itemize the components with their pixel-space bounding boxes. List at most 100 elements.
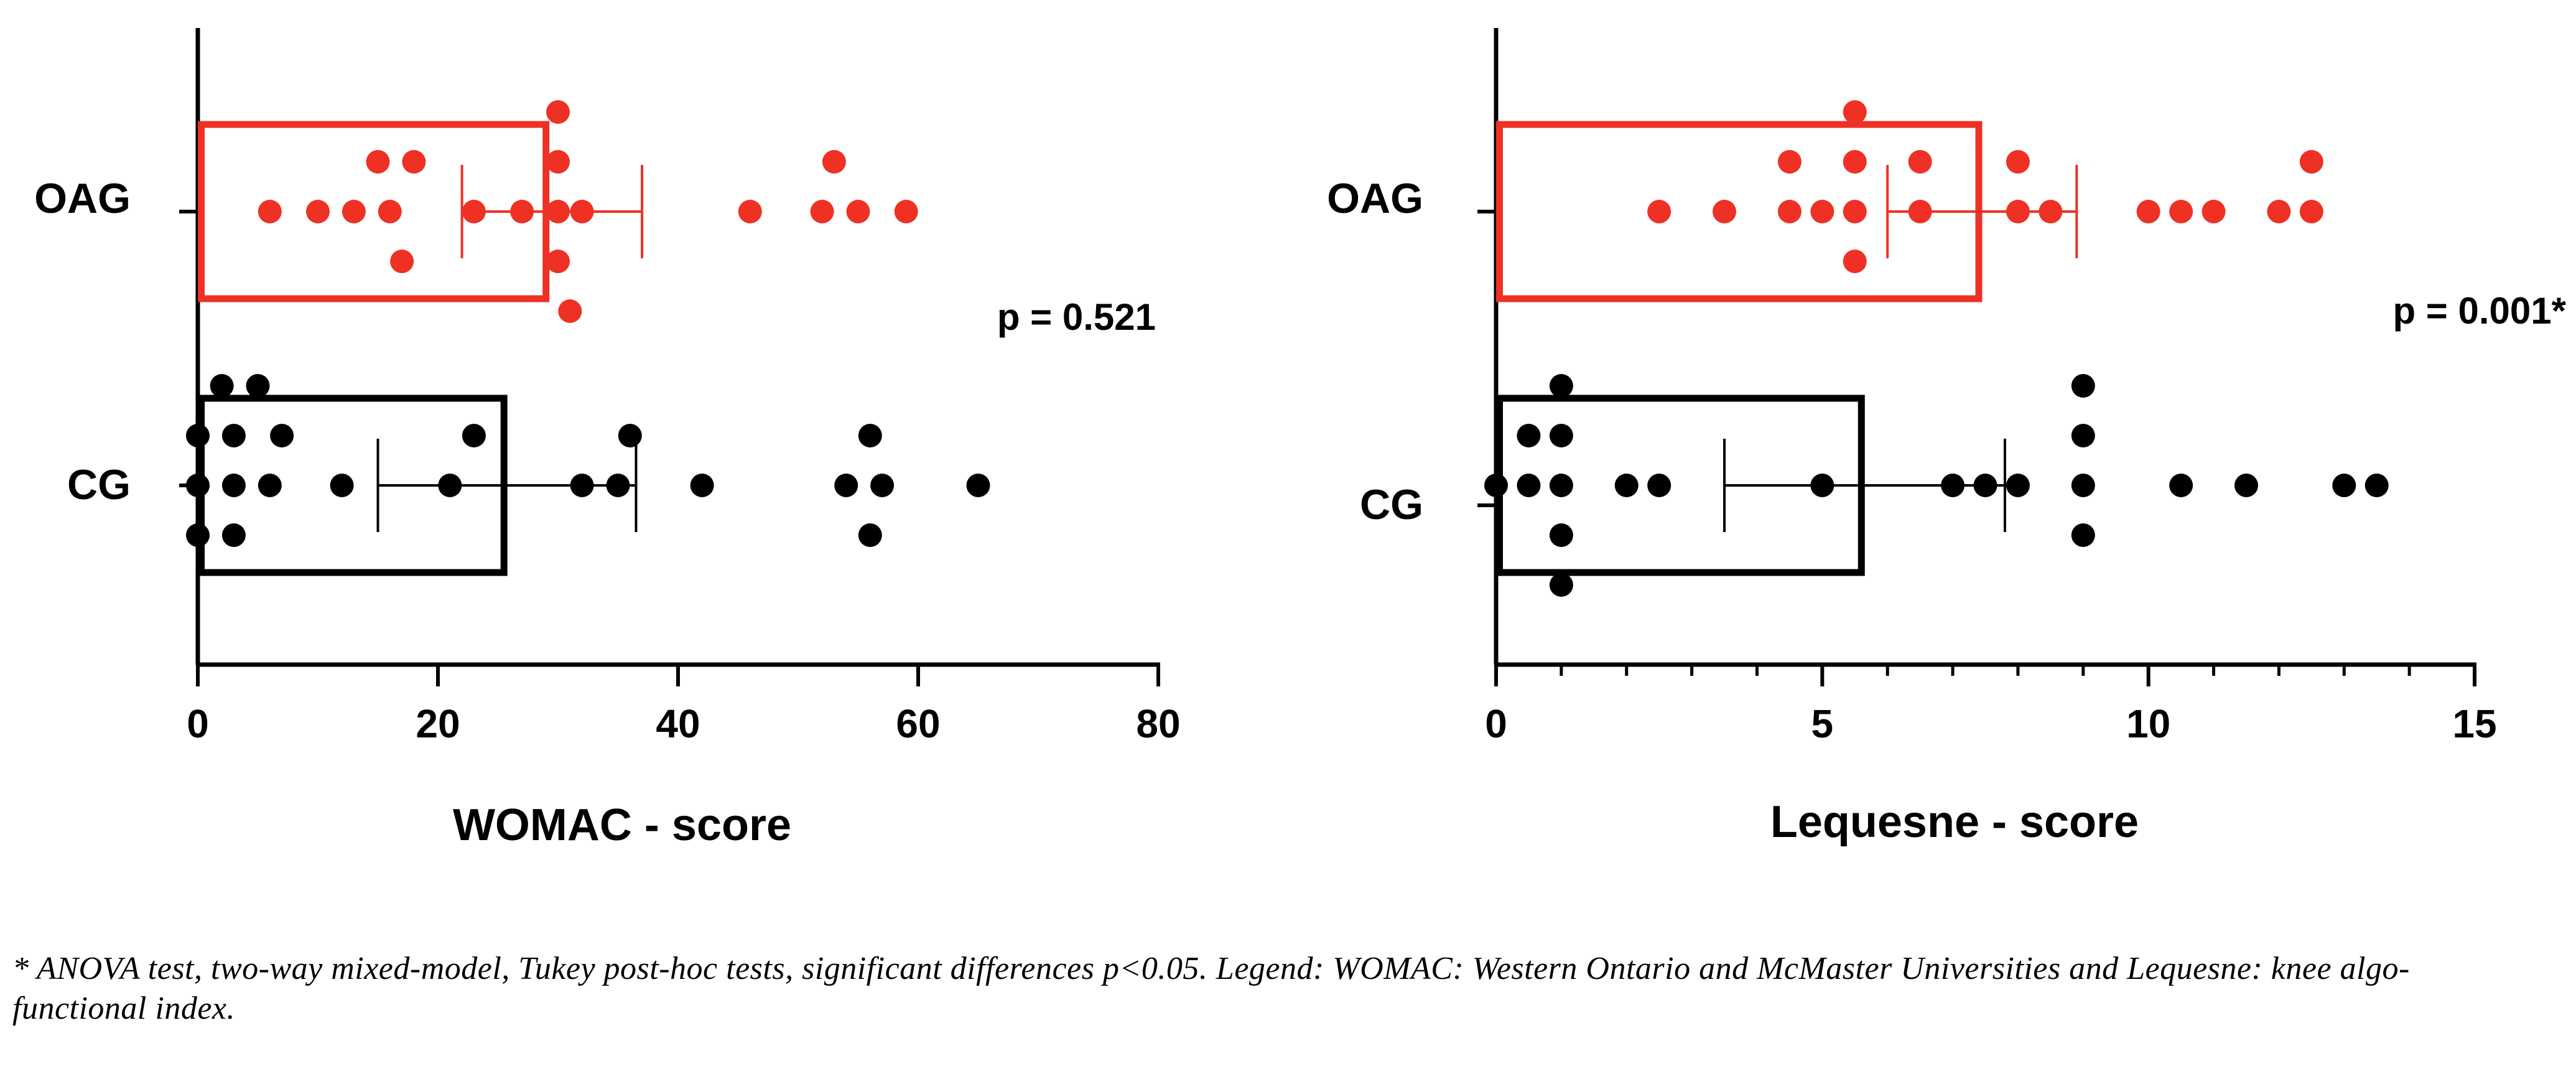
data-point xyxy=(1549,573,1573,597)
data-point xyxy=(546,200,570,223)
data-point xyxy=(221,523,246,547)
data-point xyxy=(690,474,714,497)
data-point xyxy=(1517,474,1541,497)
data-point xyxy=(1843,200,1867,223)
data-point xyxy=(1777,150,1802,174)
category-label: CG xyxy=(67,461,131,508)
data-point xyxy=(2006,150,2030,174)
data-point xyxy=(390,250,414,273)
data-point xyxy=(1517,424,1541,447)
category-label: OAG xyxy=(1327,175,1423,222)
data-point xyxy=(546,100,570,124)
data-point xyxy=(1647,474,1672,497)
data-point xyxy=(2071,424,2095,447)
series-OAG: OAG xyxy=(34,100,918,323)
data-point xyxy=(186,523,210,547)
data-point xyxy=(618,424,642,447)
x-tick-label: 60 xyxy=(896,701,940,746)
data-point xyxy=(858,523,882,547)
data-point xyxy=(846,200,870,223)
data-point xyxy=(1843,100,1867,124)
data-point xyxy=(834,474,858,497)
data-point xyxy=(2332,474,2356,497)
data-point xyxy=(221,424,246,447)
data-point xyxy=(1777,200,1802,223)
data-point xyxy=(1549,424,1573,447)
x-tick-label: 0 xyxy=(187,701,209,746)
data-point xyxy=(606,474,630,497)
series-CG: CG xyxy=(1360,374,2389,597)
data-point xyxy=(894,200,918,223)
data-point xyxy=(462,424,486,447)
data-point xyxy=(1973,474,1997,497)
data-point xyxy=(2169,474,2193,497)
data-point xyxy=(1549,474,1573,497)
data-point xyxy=(810,200,834,223)
chart-1: 0 5 10 15 Lequesne - score p = 0.001* OAG CG xyxy=(1327,28,2567,847)
x-tick-label: 5 xyxy=(1811,701,1834,746)
data-point xyxy=(186,474,210,497)
data-point xyxy=(546,250,570,273)
series-CG: CG xyxy=(67,374,990,576)
data-point xyxy=(1647,200,1672,223)
data-point xyxy=(1908,200,1932,223)
data-point xyxy=(2364,474,2389,497)
data-point xyxy=(2202,200,2226,223)
data-point xyxy=(462,200,486,223)
data-point xyxy=(1810,474,1834,497)
data-point xyxy=(1908,150,1932,174)
category-label: CG xyxy=(1360,481,1423,528)
data-point xyxy=(2299,150,2323,174)
data-point xyxy=(342,200,366,223)
data-point xyxy=(1941,474,1965,497)
data-point xyxy=(221,474,246,497)
data-point xyxy=(738,200,762,223)
data-point xyxy=(1484,474,1508,497)
data-point xyxy=(2234,474,2258,497)
data-point xyxy=(822,150,846,174)
data-point xyxy=(258,474,282,497)
data-point xyxy=(1549,374,1573,398)
data-point xyxy=(858,424,882,447)
category-label: OAG xyxy=(34,175,131,222)
x-tick-label: 20 xyxy=(416,701,460,746)
data-point xyxy=(366,150,390,174)
data-point xyxy=(2071,523,2095,547)
data-point xyxy=(1549,523,1573,547)
data-point xyxy=(438,474,462,497)
p-value-annotation: p = 0.521 xyxy=(997,296,1156,338)
data-point xyxy=(2039,200,2063,223)
data-point xyxy=(2006,474,2030,497)
data-point xyxy=(378,200,402,223)
data-point xyxy=(306,200,330,223)
data-point xyxy=(966,474,990,497)
data-point xyxy=(2267,200,2291,223)
data-point xyxy=(2299,200,2323,223)
data-point xyxy=(2006,200,2030,223)
data-point xyxy=(258,200,282,223)
chart-0: 0 20 40 60 80 WOMAC - score p = 0.521 OAG CG xyxy=(34,28,1181,850)
data-point xyxy=(2071,374,2095,398)
data-point xyxy=(510,200,534,223)
data-point xyxy=(1614,474,1639,497)
data-point xyxy=(270,424,294,447)
data-point xyxy=(546,150,570,174)
figure-footnote: * ANOVA test, two-way mixed-model, Tukey… xyxy=(12,951,2410,1026)
data-point xyxy=(246,374,270,398)
data-point xyxy=(1810,200,1834,223)
data-point xyxy=(2071,474,2095,497)
data-point xyxy=(1713,200,1737,223)
series-OAG: OAG xyxy=(1327,100,2323,302)
x-axis-label: WOMAC - score xyxy=(453,800,791,850)
data-point xyxy=(570,200,594,223)
data-point xyxy=(2136,200,2160,223)
data-point xyxy=(2169,200,2193,223)
data-point xyxy=(402,150,426,174)
x-axis-label: Lequesne - score xyxy=(1770,797,2139,847)
x-tick-label: 80 xyxy=(1136,701,1180,746)
x-tick-label: 40 xyxy=(656,701,700,746)
p-value-annotation: p = 0.001* xyxy=(2392,290,2566,332)
x-tick-label: 15 xyxy=(2452,701,2496,746)
data-point xyxy=(870,474,895,497)
data-point xyxy=(1843,250,1867,273)
